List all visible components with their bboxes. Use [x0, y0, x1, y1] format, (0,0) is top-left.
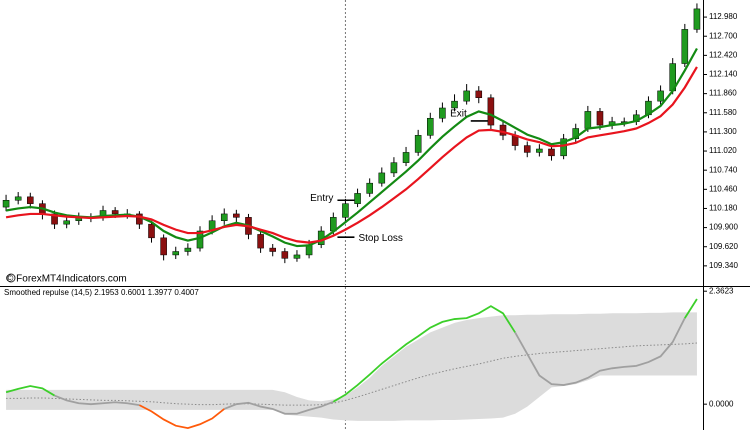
candle-body — [111, 210, 119, 215]
y-tick-label: 109.620 — [709, 242, 738, 251]
repulse-line — [514, 317, 686, 386]
candle-body — [657, 90, 664, 102]
candle-body — [402, 152, 410, 163]
candle-body — [14, 196, 22, 201]
annotation-label: Entry — [310, 193, 333, 204]
watermark-icon — [6, 273, 16, 283]
y-tick-label: 110.180 — [709, 204, 738, 213]
moving-average-line — [5, 66, 698, 244]
candle-body — [487, 97, 495, 126]
y-tick-label: 112.700 — [709, 31, 738, 40]
y-tick-label: 110.460 — [709, 184, 738, 193]
candle-body — [378, 172, 386, 184]
repulse-line — [223, 400, 334, 415]
candle-body — [536, 148, 543, 153]
moving-average-line — [5, 47, 698, 248]
repulse-line — [5, 385, 56, 397]
candle-body — [160, 237, 167, 256]
candle-body — [269, 247, 276, 252]
candle-body — [281, 251, 289, 259]
candle-body — [2, 200, 10, 208]
candle-body — [172, 251, 180, 256]
candle-body — [293, 254, 301, 259]
candle-body — [596, 111, 604, 126]
y-tick-label: 110.740 — [709, 165, 738, 174]
annotation-label: Exit — [450, 109, 467, 120]
candle-body — [63, 220, 70, 225]
indicator-title: Smoothed repulse (14,5) 2.1953 0.6001 1.… — [4, 288, 199, 297]
candle-body — [693, 8, 701, 30]
candle-body — [523, 145, 531, 153]
candle-body — [342, 203, 349, 218]
y-tick-label: 112.140 — [709, 70, 738, 79]
candle-body — [427, 117, 434, 136]
candle-body — [220, 213, 228, 222]
y-tick-label: 2.3623 — [709, 286, 734, 295]
band-area — [6, 312, 697, 421]
y-tick-label: 111.020 — [709, 146, 737, 155]
candle-body — [451, 100, 458, 109]
candle-body — [390, 162, 398, 174]
y-tick-label: 111.300 — [709, 127, 737, 136]
y-tick-label: 0.0000 — [709, 399, 734, 408]
y-tick-label: 111.580 — [709, 108, 737, 117]
candle-body — [572, 128, 580, 139]
y-tick-label: 112.980 — [709, 12, 738, 21]
y-tick-label: 111.860 — [709, 89, 737, 98]
candle-body — [354, 193, 361, 204]
candle-body — [51, 213, 58, 225]
candle-body — [366, 182, 373, 194]
candle-body — [584, 111, 592, 129]
candle-body — [548, 148, 555, 157]
candle-body — [475, 90, 483, 98]
repulse-line — [54, 394, 140, 407]
y-tick-label: 109.340 — [709, 261, 738, 270]
repulse-line — [684, 298, 698, 319]
candle-body — [257, 234, 264, 249]
candle-body — [560, 138, 567, 157]
candle-body — [27, 196, 34, 204]
candle-body — [414, 135, 422, 153]
annotation-label: Stop Loss — [358, 233, 402, 244]
candle-body — [499, 124, 507, 136]
candle-body — [439, 107, 446, 119]
candle-body — [233, 213, 240, 218]
y-tick-label: 112.420 — [709, 50, 738, 59]
candle-body — [681, 29, 689, 64]
repulse-line — [332, 305, 516, 403]
candle-body — [463, 90, 470, 102]
candle-body — [148, 223, 155, 239]
watermark: © ForexMT4Indicators.com — [6, 274, 127, 285]
candle-body — [184, 247, 192, 252]
y-tick-label: 109.900 — [709, 223, 738, 232]
repulse-line — [138, 404, 225, 430]
